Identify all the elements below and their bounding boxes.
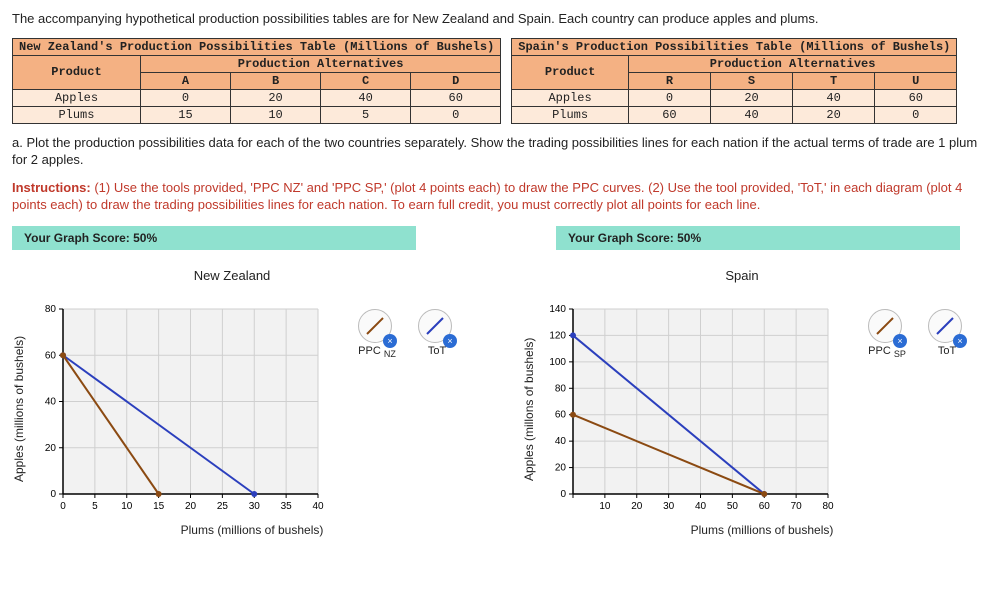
score-sp: Your Graph Score: 50% [556, 226, 960, 250]
sp-chart-svg[interactable]: 10 20 30 40 50 60 70 80 0 20 40 60 80 100 120 140 [538, 299, 838, 519]
svg-text:20: 20 [185, 501, 197, 512]
svg-text:140: 140 [549, 304, 566, 315]
sp-chart-title: Spain [522, 268, 962, 283]
tables-row: New Zealand's Production Possibilities T… [12, 38, 980, 124]
table-cell: 15 [140, 106, 230, 123]
svg-text:40: 40 [45, 396, 57, 407]
svg-text:30: 30 [663, 501, 675, 512]
nz-ylabel: Apples (millions of bushels) [12, 299, 26, 519]
nz-col-a: A [140, 72, 230, 89]
sp-col-r: R [628, 72, 710, 89]
nz-chart-svg[interactable]: 0 5 10 15 20 25 30 35 40 0 20 40 60 80 [28, 299, 328, 519]
table-cell: 20 [231, 89, 321, 106]
svg-text:10: 10 [121, 501, 133, 512]
nz-sub: Production Alternatives [140, 55, 500, 72]
table-cell: 5 [321, 106, 411, 123]
ppc-sp-tool-label: PPC SP [862, 345, 912, 359]
sp-col0: Product [512, 55, 629, 89]
table-cell: 0 [875, 106, 957, 123]
score-nz: Your Graph Score: 50% [12, 226, 416, 250]
svg-text:0: 0 [60, 501, 66, 512]
svg-text:60: 60 [759, 501, 771, 512]
svg-text:70: 70 [791, 501, 803, 512]
table-row-label: Plums [13, 106, 141, 123]
table-cell: 40 [321, 89, 411, 106]
svg-text:80: 80 [555, 383, 567, 394]
svg-text:80: 80 [45, 304, 57, 315]
sp-col-u: U [875, 72, 957, 89]
nz-chart-block: New Zealand Apples (millions of bushels)… [12, 260, 452, 537]
table-row-label: Plums [512, 106, 629, 123]
table-cell: 60 [875, 89, 957, 106]
nz-col0: Product [13, 55, 141, 89]
svg-text:60: 60 [555, 409, 567, 420]
svg-text:40: 40 [312, 501, 324, 512]
table-cell: 40 [710, 106, 792, 123]
tot-nz-tool-label: ToT [412, 345, 462, 357]
table-cell: 60 [411, 89, 501, 106]
score-row: Your Graph Score: 50% Your Graph Score: … [12, 226, 980, 250]
instructions: Instructions: (1) Use the tools provided… [12, 179, 980, 214]
sp-sub: Production Alternatives [628, 55, 956, 72]
svg-text:60: 60 [45, 350, 57, 361]
table-cell: 20 [793, 106, 875, 123]
question-a: a. Plot the production possibilities dat… [12, 134, 980, 169]
table-cell: 20 [710, 89, 792, 106]
svg-text:80: 80 [822, 501, 834, 512]
intro-text: The accompanying hypothetical production… [12, 10, 980, 28]
svg-text:120: 120 [549, 330, 566, 341]
tot-nz-tool[interactable]: × [418, 309, 452, 343]
table-cell: 0 [140, 89, 230, 106]
instr-label: Instructions: [12, 180, 91, 195]
sp-chart-area: Apples (millons of bushels) 10 20 30 40 50 60… [522, 299, 962, 519]
svg-text:20: 20 [631, 501, 643, 512]
sp-col-s: S [710, 72, 792, 89]
charts-row: New Zealand Apples (millions of bushels)… [12, 260, 980, 537]
tot-sp-tool-label: ToT [922, 345, 972, 357]
table-cell: 0 [628, 89, 710, 106]
nz-xlabel: Plums (millions of bushels) [52, 523, 452, 537]
svg-text:15: 15 [153, 501, 165, 512]
table-cell: 40 [793, 89, 875, 106]
svg-text:100: 100 [549, 357, 566, 368]
table-row-label: Apples [512, 89, 629, 106]
svg-text:0: 0 [50, 489, 56, 500]
sp-chart-block: Spain Apples (millons of bushels) 10 20 30… [522, 260, 962, 537]
ppc-sp-tool[interactable]: × [868, 309, 902, 343]
nz-table: New Zealand's Production Possibilities T… [12, 38, 501, 124]
sp-col-t: T [793, 72, 875, 89]
table-cell: 0 [411, 106, 501, 123]
ppc-nz-tool[interactable]: × [358, 309, 392, 343]
svg-text:10: 10 [599, 501, 611, 512]
nz-col-c: C [321, 72, 411, 89]
sp-title: Spain's Production Possibilities Table (… [512, 38, 957, 55]
nz-title: New Zealand's Production Possibilities T… [13, 38, 501, 55]
instr-body: (1) Use the tools provided, 'PPC NZ' and… [12, 180, 962, 213]
table-cell: 10 [231, 106, 321, 123]
svg-text:20: 20 [45, 442, 57, 453]
svg-text:25: 25 [217, 501, 229, 512]
table-row-label: Apples [13, 89, 141, 106]
table-cell: 60 [628, 106, 710, 123]
svg-text:40: 40 [695, 501, 707, 512]
ppc-nz-tool-label: PPC NZ [352, 345, 402, 359]
nz-chart-title: New Zealand [12, 268, 452, 283]
svg-text:20: 20 [555, 462, 567, 473]
svg-text:35: 35 [281, 501, 293, 512]
sp-ylabel: Apples (millons of bushels) [522, 299, 536, 519]
svg-text:5: 5 [92, 501, 98, 512]
svg-text:30: 30 [249, 501, 261, 512]
nz-chart-area: Apples (millions of bushels) 0 5 10 15 20 25 3… [12, 299, 452, 519]
svg-text:50: 50 [727, 501, 739, 512]
tot-sp-tool[interactable]: × [928, 309, 962, 343]
sp-xlabel: Plums (millions of bushels) [562, 523, 962, 537]
svg-text:40: 40 [555, 436, 567, 447]
nz-col-b: B [231, 72, 321, 89]
svg-text:0: 0 [560, 489, 566, 500]
sp-table: Spain's Production Possibilities Table (… [511, 38, 957, 124]
nz-col-d: D [411, 72, 501, 89]
